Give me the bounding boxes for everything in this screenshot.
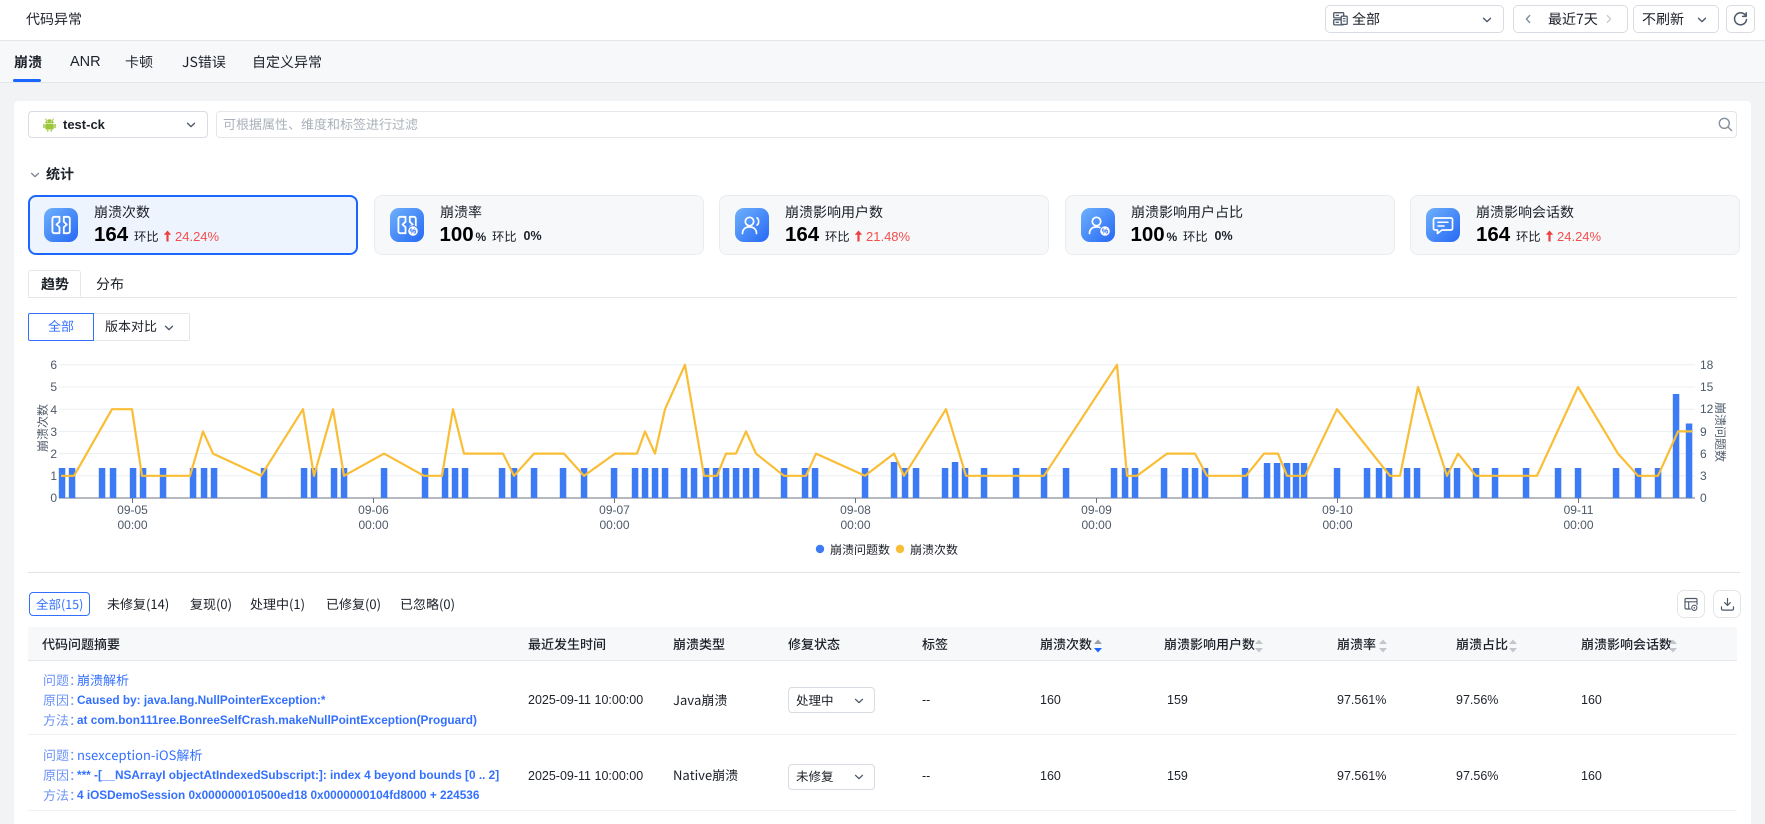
svg-text:%: % [409, 227, 416, 236]
svg-text:%: % [1101, 227, 1108, 236]
